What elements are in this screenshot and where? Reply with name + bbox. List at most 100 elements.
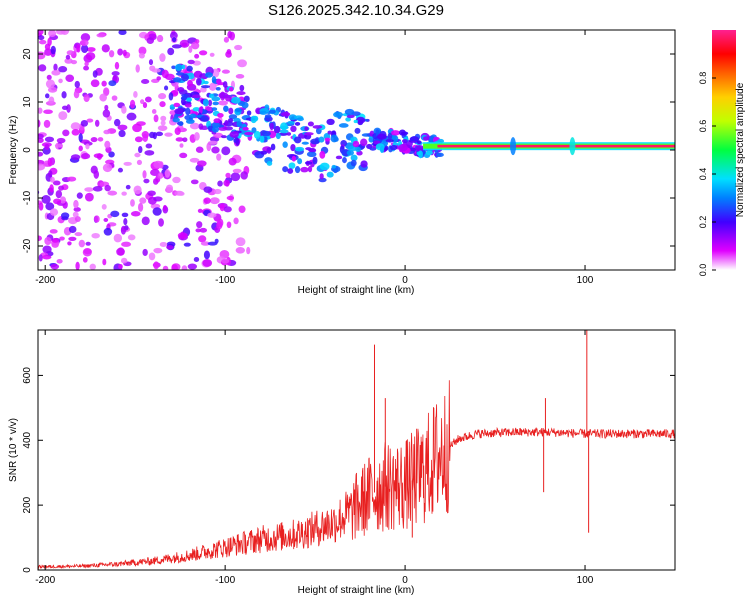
trace-blob (342, 157, 347, 164)
noise-blob (38, 137, 44, 143)
noise-blob (207, 212, 217, 218)
trace-blob (244, 131, 254, 136)
noise-blob (160, 120, 166, 126)
snr-frame (37, 329, 676, 571)
noise-blob (200, 241, 211, 246)
noise-blob (226, 221, 232, 229)
noise-blob (49, 184, 54, 193)
noise-blob (72, 211, 79, 218)
noise-blob (127, 234, 136, 241)
noise-blob (126, 112, 137, 121)
noise-blob (217, 180, 223, 187)
trace-blob (376, 133, 387, 140)
noise-blob (49, 229, 58, 234)
y-tick-label: 20 (22, 48, 33, 60)
noise-blob (211, 146, 220, 154)
noise-blob (209, 197, 220, 205)
trace-blob (211, 107, 218, 111)
noise-blob (67, 176, 77, 182)
noise-blob (52, 180, 61, 186)
noise-blob (138, 46, 147, 55)
noise-blob (71, 129, 80, 136)
chart-title: S126.2025.342.10.34.G29 (268, 2, 444, 19)
noise-blob (38, 107, 43, 114)
trace-blob (326, 171, 334, 178)
noise-blob (38, 235, 42, 242)
x-tick-label: -200 (35, 275, 55, 286)
noise-blob (216, 153, 222, 161)
noise-blob (221, 146, 231, 156)
y-tick-label: 0 (22, 567, 33, 573)
noise-blob (140, 99, 145, 105)
noise-blob (76, 192, 83, 199)
noise-blob (209, 52, 215, 57)
trace-blob (246, 110, 252, 116)
trace-blob (280, 122, 288, 131)
spectrogram-y-label: Frequency (Hz) (8, 116, 19, 185)
x-tick-label: 100 (577, 275, 594, 286)
noise-blob (125, 184, 131, 190)
noise-blob (181, 265, 188, 270)
noise-blob (117, 124, 128, 131)
noise-blob (85, 143, 90, 150)
noise-blob (50, 45, 56, 55)
noise-blob (103, 87, 110, 97)
spectrogram-x-ticks: -200 -100 0 100 (35, 30, 594, 286)
noise-blob (117, 167, 123, 173)
noise-blob (66, 50, 75, 56)
noise-blob (38, 30, 44, 35)
noise-blob (153, 247, 163, 254)
noise-blob (30, 229, 34, 237)
noise-blob (223, 36, 230, 43)
noise-blob (205, 106, 214, 111)
trace-blob (338, 123, 349, 128)
noise-blob (153, 114, 159, 123)
noise-blob (111, 95, 118, 101)
snr-y-ticks: 0 200 400 600 (22, 367, 675, 573)
y-tick-label: 10 (22, 96, 33, 108)
noise-blob (217, 100, 228, 106)
noise-blob (90, 137, 98, 143)
noise-blob (84, 187, 94, 192)
trace-blob (270, 143, 276, 151)
trace-blob (224, 119, 229, 126)
colorbar-tick-label: 0.0 (698, 264, 708, 277)
noise-blob (142, 248, 148, 257)
trace-blob (200, 115, 209, 122)
trace-blob (223, 105, 229, 112)
noise-blob (121, 241, 132, 247)
noise-blob (158, 161, 164, 169)
trace-blob (242, 127, 249, 131)
trace-blob (344, 108, 355, 116)
noise-blob (158, 93, 167, 100)
trace-blob (259, 135, 265, 143)
trace-blob (181, 73, 190, 82)
noise-blob (93, 153, 104, 159)
trace-blob (275, 132, 281, 140)
noise-blob (144, 150, 155, 156)
trace-blob (319, 150, 326, 159)
noise-blob (101, 44, 110, 53)
noise-blob (80, 33, 91, 42)
trace-blob (422, 136, 430, 141)
noise-blob (138, 52, 145, 59)
trace-blob (297, 158, 303, 165)
noise-blob (234, 44, 243, 51)
trace-blob (418, 150, 423, 159)
noise-blob (134, 152, 141, 158)
trace-blob (290, 143, 296, 152)
trace-blob (387, 132, 393, 140)
noise-blob (45, 202, 55, 211)
noise-blob (158, 218, 164, 227)
trace-blob (174, 108, 184, 115)
noise-blob (246, 246, 251, 255)
noise-blob (172, 176, 181, 184)
trace-blob (333, 136, 339, 142)
noise-blob (202, 259, 213, 267)
snr-x-label: Height of straight line (km) (298, 585, 415, 596)
noise-blob (82, 248, 92, 257)
noise-blob (182, 137, 188, 143)
noise-blob (153, 196, 163, 202)
trace-blob (198, 106, 203, 115)
